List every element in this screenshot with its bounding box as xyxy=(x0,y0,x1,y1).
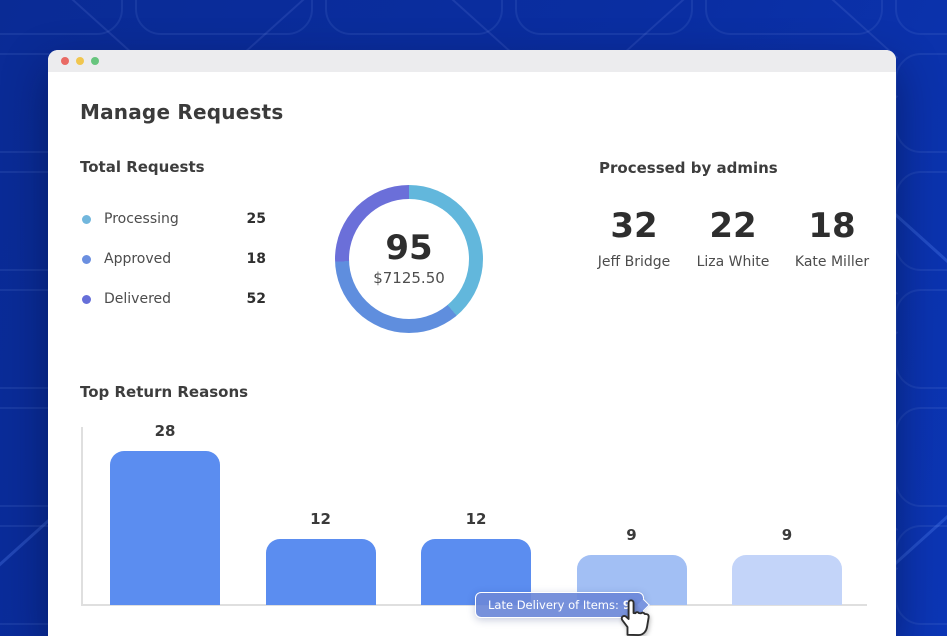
bar-value-label: 9 xyxy=(781,526,793,544)
legend-label: Approved xyxy=(104,251,172,267)
bar-group: 28 xyxy=(110,422,220,605)
bar[interactable] xyxy=(110,451,220,605)
admins-section-title: Processed by admins xyxy=(599,159,778,177)
bar-value-label: 12 xyxy=(310,510,331,528)
tooltip-value: 9 xyxy=(622,598,631,612)
chart-tooltip: Late Delivery of Items: 9 xyxy=(475,592,651,618)
legend-item-delivered: Delivered 52 xyxy=(80,289,266,309)
bar-group: 12 xyxy=(421,510,531,605)
total-requests-title: Total Requests xyxy=(80,158,205,176)
legend-value: 25 xyxy=(246,211,266,227)
legend-value: 52 xyxy=(246,291,266,307)
bar-value-label: 12 xyxy=(465,510,487,528)
app-window: Manage Requests Total Requests Processin… xyxy=(48,50,896,636)
bar-group: 12 xyxy=(265,510,376,605)
return-reasons-title: Top Return Reasons xyxy=(80,383,249,401)
minimize-window-icon[interactable] xyxy=(76,57,84,65)
legend-label: Delivered xyxy=(104,291,172,307)
delivered-dot-icon xyxy=(82,294,91,304)
admin-count: 22 xyxy=(709,206,757,246)
window-titlebar xyxy=(48,50,896,72)
tooltip-label: Late Delivery of Items: xyxy=(488,598,619,612)
bar-group: 9 xyxy=(732,526,842,605)
admin-stat: 32 Jeff Bridge xyxy=(584,206,684,271)
admin-stat: 18 Kate Miller xyxy=(782,206,882,271)
donut-amount-value: $7125.50 xyxy=(373,269,445,288)
legend-item-processing: Processing 25 xyxy=(80,209,266,229)
processing-dot-icon xyxy=(82,214,91,224)
bar[interactable] xyxy=(732,555,842,605)
admin-name: Kate Miller xyxy=(794,254,870,271)
bar-value-label: 9 xyxy=(626,526,637,544)
page-title: Manage Requests xyxy=(80,100,284,124)
donut-total-value: 95 xyxy=(385,227,433,268)
legend-value: 18 xyxy=(246,251,266,267)
admin-name: Liza White xyxy=(696,254,770,271)
legend-item-approved: Approved 18 xyxy=(80,249,266,269)
admin-stat: 22 Liza White xyxy=(683,206,783,271)
zoom-window-icon[interactable] xyxy=(91,57,99,65)
admin-count: 32 xyxy=(610,206,658,246)
legend-label: Processing xyxy=(104,211,179,227)
bar[interactable] xyxy=(265,539,376,605)
hand-pointer-cursor xyxy=(620,599,650,636)
donut-center: 95 $7125.50 xyxy=(349,199,469,319)
y-axis-line xyxy=(81,427,83,605)
window-content: Manage Requests Total Requests Processin… xyxy=(48,72,896,636)
admin-name: Jeff Bridge xyxy=(597,254,671,271)
approved-dot-icon xyxy=(82,254,91,264)
total-requests-donut-chart[interactable]: 95 $7125.50 xyxy=(335,185,483,333)
admin-count: 18 xyxy=(808,206,856,246)
close-window-icon[interactable] xyxy=(61,57,69,65)
bar-value-label: 28 xyxy=(154,422,176,440)
